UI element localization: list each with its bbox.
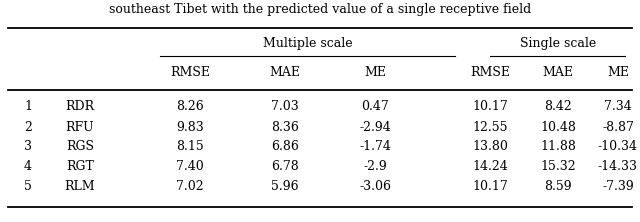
Text: 7.40: 7.40 <box>176 161 204 174</box>
Text: -10.34: -10.34 <box>598 141 638 153</box>
Text: Single scale: Single scale <box>520 38 596 50</box>
Text: RDR: RDR <box>65 101 95 113</box>
Text: 0.47: 0.47 <box>361 101 389 113</box>
Text: 12.55: 12.55 <box>472 121 508 133</box>
Text: 10.48: 10.48 <box>540 121 576 133</box>
Text: -7.39: -7.39 <box>602 180 634 194</box>
Text: -3.06: -3.06 <box>359 180 391 194</box>
Text: 6.86: 6.86 <box>271 141 299 153</box>
Text: 11.88: 11.88 <box>540 141 576 153</box>
Text: 10.17: 10.17 <box>472 101 508 113</box>
Text: 3: 3 <box>24 141 32 153</box>
Text: RGS: RGS <box>66 141 94 153</box>
Text: 7.02: 7.02 <box>176 180 204 194</box>
Text: MAE: MAE <box>269 65 301 79</box>
Text: 5: 5 <box>24 180 32 194</box>
Text: RGT: RGT <box>66 161 94 174</box>
Text: -8.87: -8.87 <box>602 121 634 133</box>
Text: Multiple scale: Multiple scale <box>263 38 353 50</box>
Text: -2.9: -2.9 <box>363 161 387 174</box>
Text: 1: 1 <box>24 101 32 113</box>
Text: 8.59: 8.59 <box>544 180 572 194</box>
Text: RLM: RLM <box>65 180 95 194</box>
Text: RMSE: RMSE <box>470 65 510 79</box>
Text: -2.94: -2.94 <box>359 121 391 133</box>
Text: 7.34: 7.34 <box>604 101 632 113</box>
Text: 15.32: 15.32 <box>540 161 576 174</box>
Text: 8.36: 8.36 <box>271 121 299 133</box>
Text: 8.15: 8.15 <box>176 141 204 153</box>
Text: 7.03: 7.03 <box>271 101 299 113</box>
Text: -14.33: -14.33 <box>598 161 638 174</box>
Text: 10.17: 10.17 <box>472 180 508 194</box>
Text: 6.78: 6.78 <box>271 161 299 174</box>
Text: 8.42: 8.42 <box>544 101 572 113</box>
Text: RMSE: RMSE <box>170 65 210 79</box>
Text: southeast Tibet with the predicted value of a single receptive field: southeast Tibet with the predicted value… <box>109 4 531 16</box>
Text: -1.74: -1.74 <box>359 141 391 153</box>
Text: 13.80: 13.80 <box>472 141 508 153</box>
Text: MAE: MAE <box>543 65 573 79</box>
Text: 9.83: 9.83 <box>176 121 204 133</box>
Text: 5.96: 5.96 <box>271 180 299 194</box>
Text: 14.24: 14.24 <box>472 161 508 174</box>
Text: ME: ME <box>607 65 629 79</box>
Text: 2: 2 <box>24 121 32 133</box>
Text: 4: 4 <box>24 161 32 174</box>
Text: 8.26: 8.26 <box>176 101 204 113</box>
Text: RFU: RFU <box>66 121 94 133</box>
Text: ME: ME <box>364 65 386 79</box>
